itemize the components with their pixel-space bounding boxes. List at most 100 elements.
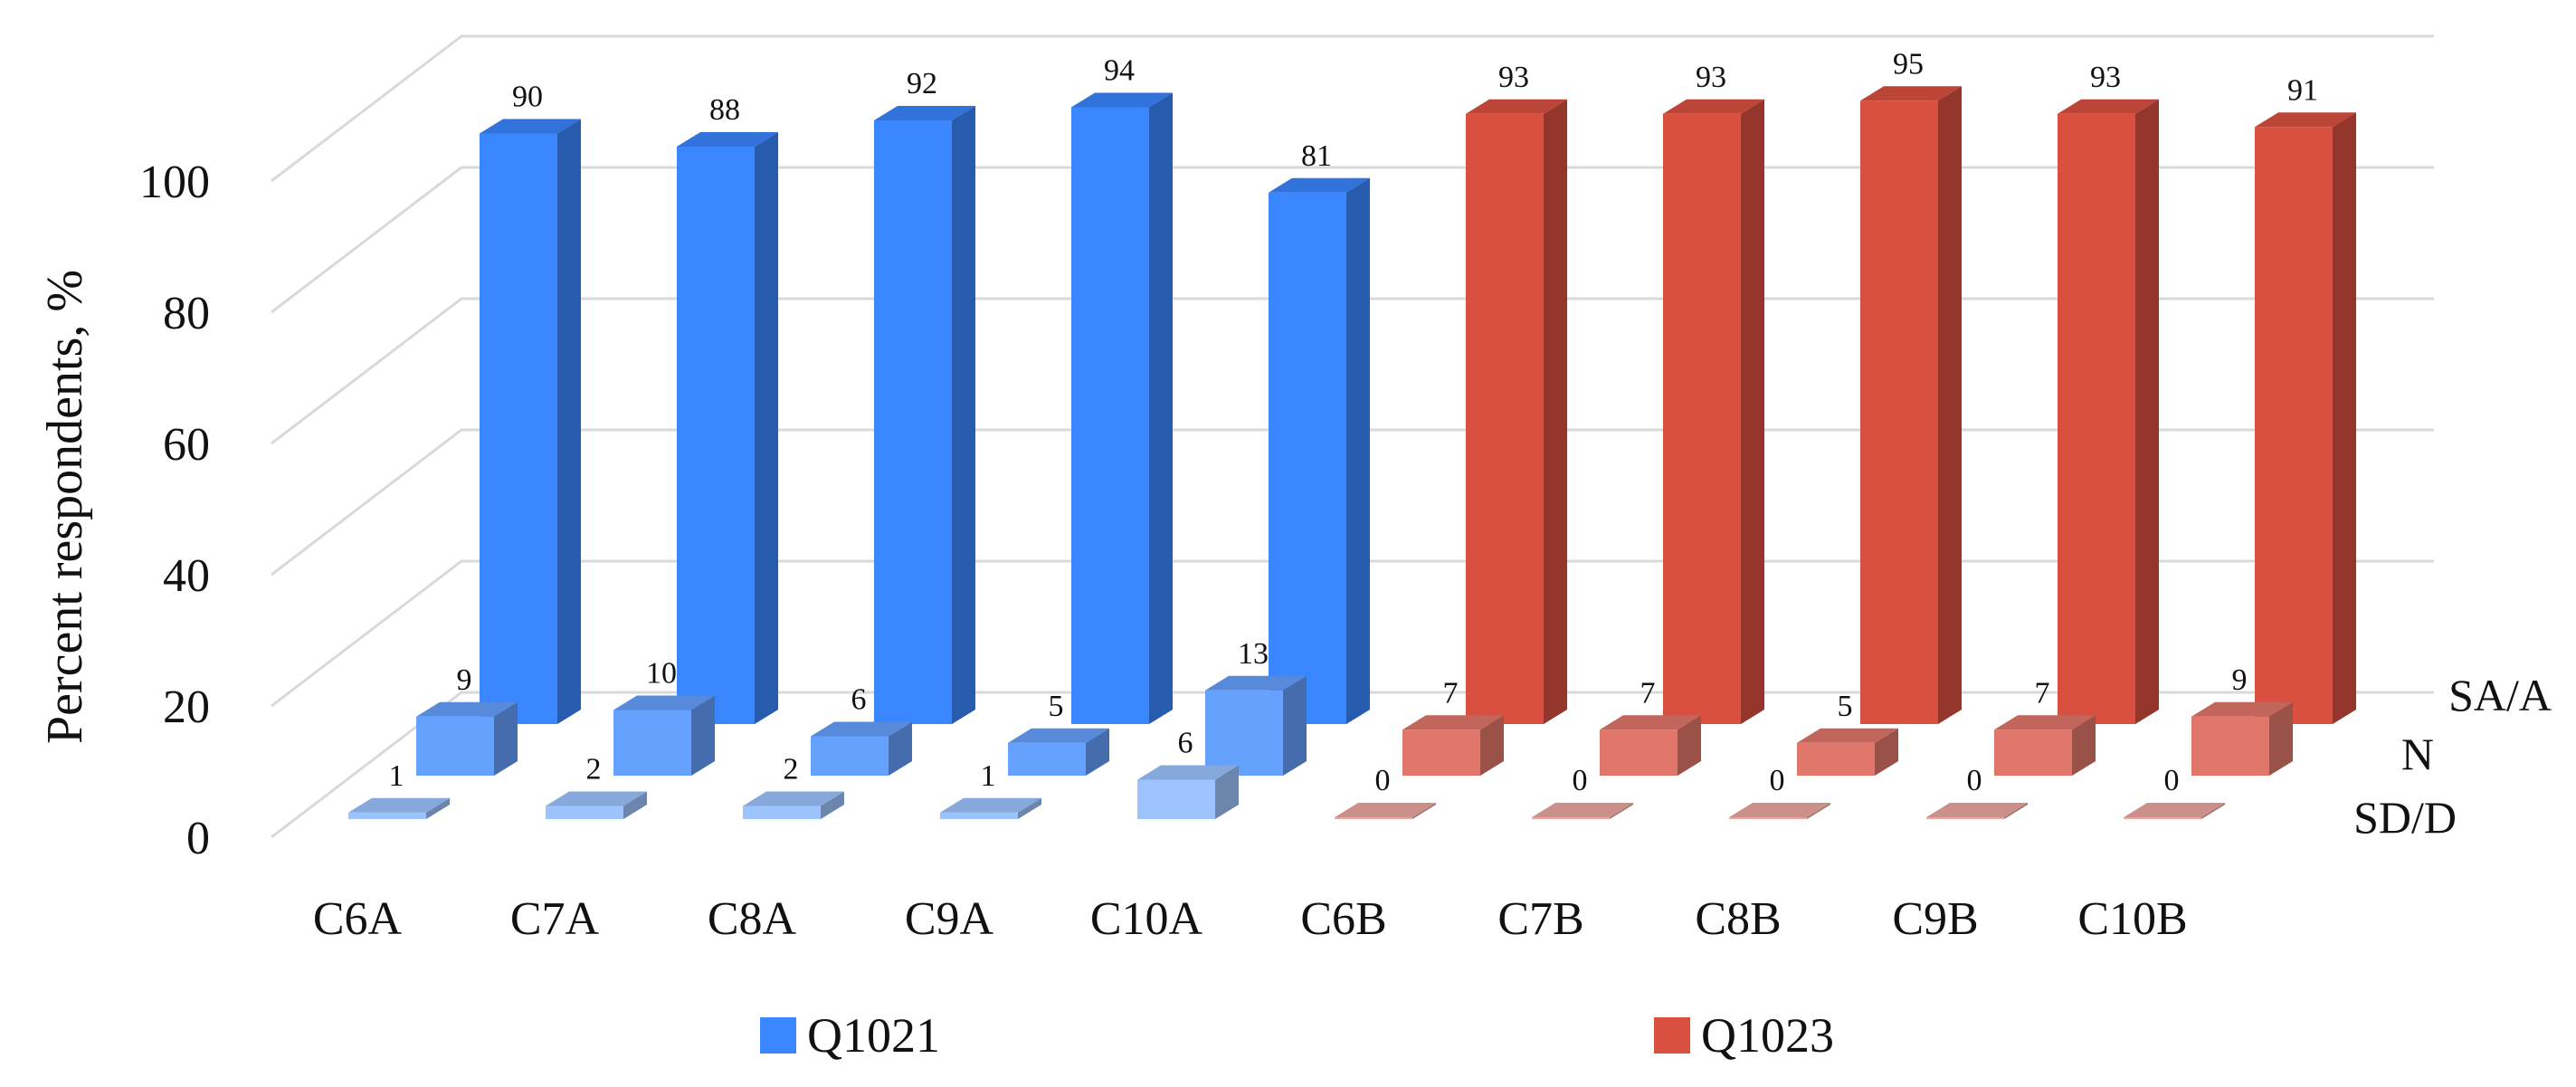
bar-top: [1402, 715, 1504, 730]
bar-top: [2191, 701, 2293, 717]
bar-front: [1729, 817, 1807, 819]
data-label: 13: [1238, 637, 1269, 671]
bar-front: [1008, 742, 1086, 776]
bar-top: [1663, 99, 1764, 114]
bar-front: [677, 147, 755, 724]
bar-front: [874, 120, 952, 724]
bar-front: [1402, 729, 1480, 776]
bar-front: [1532, 817, 1610, 819]
bar-side: [1610, 803, 1633, 819]
bar-top: [2058, 99, 2159, 114]
bar-side: [1215, 765, 1239, 819]
data-label: 94: [1104, 54, 1135, 88]
data-label: 7: [2035, 676, 2050, 710]
bar-C6B-N: [1402, 715, 1504, 776]
data-label: 93: [1696, 61, 1726, 94]
bar-side: [755, 132, 778, 724]
bar-side: [1480, 715, 1504, 776]
bar-side: [821, 791, 844, 819]
bar-top: [613, 695, 715, 710]
bar-front: [2124, 817, 2201, 819]
bar-C9A-N: [1008, 728, 1109, 776]
bar-front: [1663, 113, 1741, 724]
legend-label: Q1023: [1701, 1008, 1834, 1063]
bar-C9B-SDD: [1926, 803, 2028, 819]
gridline: [271, 34, 2434, 183]
legend-swatch: [760, 1017, 796, 1054]
bar-front: [1926, 817, 2004, 819]
data-label: 0: [1770, 764, 1785, 797]
data-label: 0: [1573, 764, 1588, 797]
bar-top: [1269, 177, 1370, 193]
bar-top: [1797, 728, 1898, 743]
bar-C6B-SAA: [1466, 99, 1567, 724]
bar-front: [480, 133, 557, 724]
bar-front: [1205, 690, 1283, 776]
bar-side: [1149, 92, 1173, 724]
gridline: [271, 428, 2434, 577]
legend-item: Q1021: [760, 1008, 940, 1063]
x-category-label: C10A: [1090, 893, 1203, 945]
bar-side: [1938, 86, 1962, 724]
bar-front: [1797, 742, 1875, 776]
bar-C9B-SAA: [2058, 99, 2159, 724]
bar-C7A-SDD: [546, 791, 647, 819]
bar-C8A-SDD: [743, 791, 844, 819]
y-tick-label: 60: [163, 419, 210, 471]
bar-side: [623, 791, 647, 819]
x-category-label: C9A: [905, 893, 994, 945]
bar-front: [2058, 113, 2135, 724]
x-category-label: C8B: [1695, 893, 1781, 945]
bar-side: [1741, 99, 1764, 724]
bar-front: [743, 806, 821, 819]
data-label: 2: [784, 753, 799, 787]
bar-C10B-N: [2191, 701, 2293, 776]
y-tick-label: 100: [139, 157, 210, 208]
x-category-label: C8A: [708, 893, 797, 945]
legend-swatch: [1654, 1017, 1690, 1054]
bar-side: [1807, 803, 1830, 819]
bar-side: [2201, 803, 2225, 819]
y-tick-label: 80: [163, 288, 210, 339]
data-label: 6: [1178, 727, 1193, 760]
bar-C7B-SAA: [1663, 99, 1764, 724]
bar-C8B-SAA: [1860, 86, 1962, 724]
data-label: 0: [2164, 764, 2180, 797]
bar-C10B-SAA: [2255, 112, 2356, 724]
bar-top: [1071, 92, 1173, 108]
bar-side: [1678, 715, 1701, 776]
bar-top: [743, 791, 844, 806]
y-tick-label: 40: [163, 550, 210, 602]
data-label: 1: [981, 759, 996, 793]
bar-side: [2135, 99, 2159, 724]
y-axis-label: Percent respondents, %: [37, 270, 93, 744]
bar-side: [2004, 803, 2028, 819]
x-category-label: C7B: [1497, 893, 1583, 945]
data-label: 91: [2287, 73, 2318, 107]
gridline: [271, 166, 2434, 314]
gridline: [271, 691, 2434, 839]
bar-side: [1412, 803, 1436, 819]
x-category-label: C6A: [313, 893, 403, 945]
bar-top: [1335, 803, 1436, 817]
bar-C9A-SDD: [940, 797, 1041, 819]
bar-C7A-N: [613, 695, 715, 776]
gridlines: [271, 34, 2434, 839]
data-label: 9: [457, 663, 472, 697]
bar-front: [1269, 192, 1346, 724]
bar-C8B-SDD: [1729, 803, 1830, 819]
bar-top: [874, 106, 975, 120]
bar-front: [1137, 779, 1215, 819]
bar-top: [1926, 803, 2028, 817]
data-label: 6: [851, 683, 867, 717]
data-label: 7: [1640, 676, 1656, 710]
bar-side: [889, 721, 912, 776]
data-label: 93: [2090, 61, 2121, 94]
bar-top: [940, 797, 1041, 813]
x-category-label: C7A: [510, 893, 600, 945]
depth-series-label: SA/A: [2448, 670, 2552, 720]
bar-front: [613, 710, 691, 776]
bar-front: [1335, 817, 1412, 819]
bar-side: [494, 701, 518, 776]
